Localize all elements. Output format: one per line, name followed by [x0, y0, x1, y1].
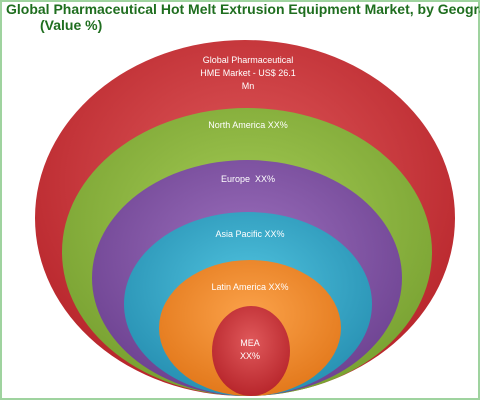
node-label: Global Pharmaceutical	[203, 55, 294, 65]
node-label: North America XX%	[208, 120, 288, 130]
node-label: Asia Pacific XX%	[215, 229, 284, 239]
subtitle: (Value %)	[40, 17, 102, 33]
node-label: Europe XX%	[221, 174, 275, 184]
node-label: MEA	[240, 338, 260, 348]
labels: Global Pharmaceutical HME Market - US$ 26…	[200, 55, 296, 361]
title: Global Pharmaceutical Hot Melt Extrusion…	[6, 1, 480, 17]
ellipse-mea	[212, 306, 290, 396]
node-label: Latin America XX%	[211, 282, 288, 292]
node-label: XX%	[240, 351, 260, 361]
node-label: Mn	[242, 81, 255, 91]
node-label: HME Market - US$ 26.1	[200, 68, 296, 78]
